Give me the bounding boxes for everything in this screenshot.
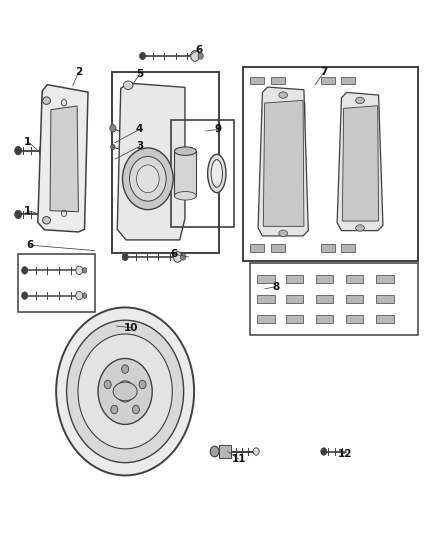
Ellipse shape <box>356 225 364 231</box>
Bar <box>316 274 333 282</box>
Bar <box>250 77 264 84</box>
Text: 1: 1 <box>24 206 32 216</box>
Circle shape <box>98 359 152 424</box>
Circle shape <box>191 51 199 61</box>
Bar <box>171 120 234 227</box>
Bar <box>286 295 303 303</box>
Text: 5: 5 <box>136 69 143 79</box>
Circle shape <box>210 446 219 457</box>
Bar <box>286 274 303 282</box>
Circle shape <box>82 268 87 273</box>
Text: 6: 6 <box>171 249 178 259</box>
Bar <box>376 274 394 282</box>
Bar <box>316 315 333 323</box>
Polygon shape <box>50 106 78 212</box>
Bar <box>316 295 333 303</box>
Ellipse shape <box>174 147 196 156</box>
Polygon shape <box>117 83 185 240</box>
Circle shape <box>321 448 327 455</box>
Circle shape <box>198 53 203 59</box>
Ellipse shape <box>208 155 226 192</box>
Circle shape <box>56 308 194 475</box>
Ellipse shape <box>279 230 288 237</box>
Ellipse shape <box>174 191 196 200</box>
Circle shape <box>82 293 87 298</box>
Ellipse shape <box>42 97 50 104</box>
Text: 3: 3 <box>136 141 143 151</box>
Circle shape <box>122 365 129 373</box>
Circle shape <box>123 148 173 209</box>
Circle shape <box>180 254 186 260</box>
Bar <box>376 295 394 303</box>
Circle shape <box>78 334 172 449</box>
Circle shape <box>139 380 146 389</box>
Text: 8: 8 <box>272 282 279 292</box>
Circle shape <box>122 253 128 261</box>
Bar <box>346 295 363 303</box>
Bar <box>258 274 275 282</box>
Bar <box>341 244 355 252</box>
Polygon shape <box>337 92 383 231</box>
Bar <box>258 295 275 303</box>
Bar <box>174 151 196 196</box>
Circle shape <box>140 52 146 60</box>
Circle shape <box>14 147 21 155</box>
Circle shape <box>253 448 259 455</box>
Bar <box>341 77 355 84</box>
Polygon shape <box>38 85 88 232</box>
Bar <box>376 315 394 323</box>
Ellipse shape <box>211 160 223 187</box>
Text: 11: 11 <box>231 454 246 464</box>
Bar <box>321 77 335 84</box>
Text: 7: 7 <box>320 68 328 77</box>
Circle shape <box>111 144 115 150</box>
Text: 12: 12 <box>338 449 352 458</box>
Circle shape <box>76 266 83 274</box>
Circle shape <box>21 266 28 274</box>
Circle shape <box>21 292 28 300</box>
Bar <box>271 244 285 252</box>
Text: 9: 9 <box>215 124 222 134</box>
Text: 6: 6 <box>196 45 203 54</box>
Text: 1: 1 <box>24 136 32 147</box>
Text: 6: 6 <box>27 240 34 250</box>
Text: 10: 10 <box>124 322 138 333</box>
Circle shape <box>130 157 166 201</box>
Bar <box>219 445 231 458</box>
Ellipse shape <box>124 81 133 90</box>
Polygon shape <box>258 87 308 236</box>
Circle shape <box>132 405 139 414</box>
Bar <box>18 254 95 312</box>
Text: 2: 2 <box>75 68 82 77</box>
Ellipse shape <box>42 216 50 224</box>
Ellipse shape <box>279 92 288 98</box>
Circle shape <box>117 381 134 402</box>
Text: 4: 4 <box>136 124 143 134</box>
Polygon shape <box>263 100 304 227</box>
Circle shape <box>104 380 111 389</box>
Bar <box>243 67 418 261</box>
Bar <box>250 263 418 335</box>
Circle shape <box>173 252 182 262</box>
Circle shape <box>14 210 21 219</box>
Ellipse shape <box>113 382 137 401</box>
Bar <box>346 315 363 323</box>
Bar <box>286 315 303 323</box>
Circle shape <box>67 320 184 463</box>
Bar <box>258 315 275 323</box>
Bar <box>321 244 335 252</box>
Bar <box>250 244 264 252</box>
Ellipse shape <box>356 97 364 103</box>
Circle shape <box>137 165 159 192</box>
Circle shape <box>110 125 116 132</box>
Polygon shape <box>343 106 378 221</box>
Bar <box>271 77 285 84</box>
Circle shape <box>76 292 83 300</box>
Circle shape <box>111 405 118 414</box>
Bar <box>346 274 363 282</box>
Bar <box>112 72 219 253</box>
